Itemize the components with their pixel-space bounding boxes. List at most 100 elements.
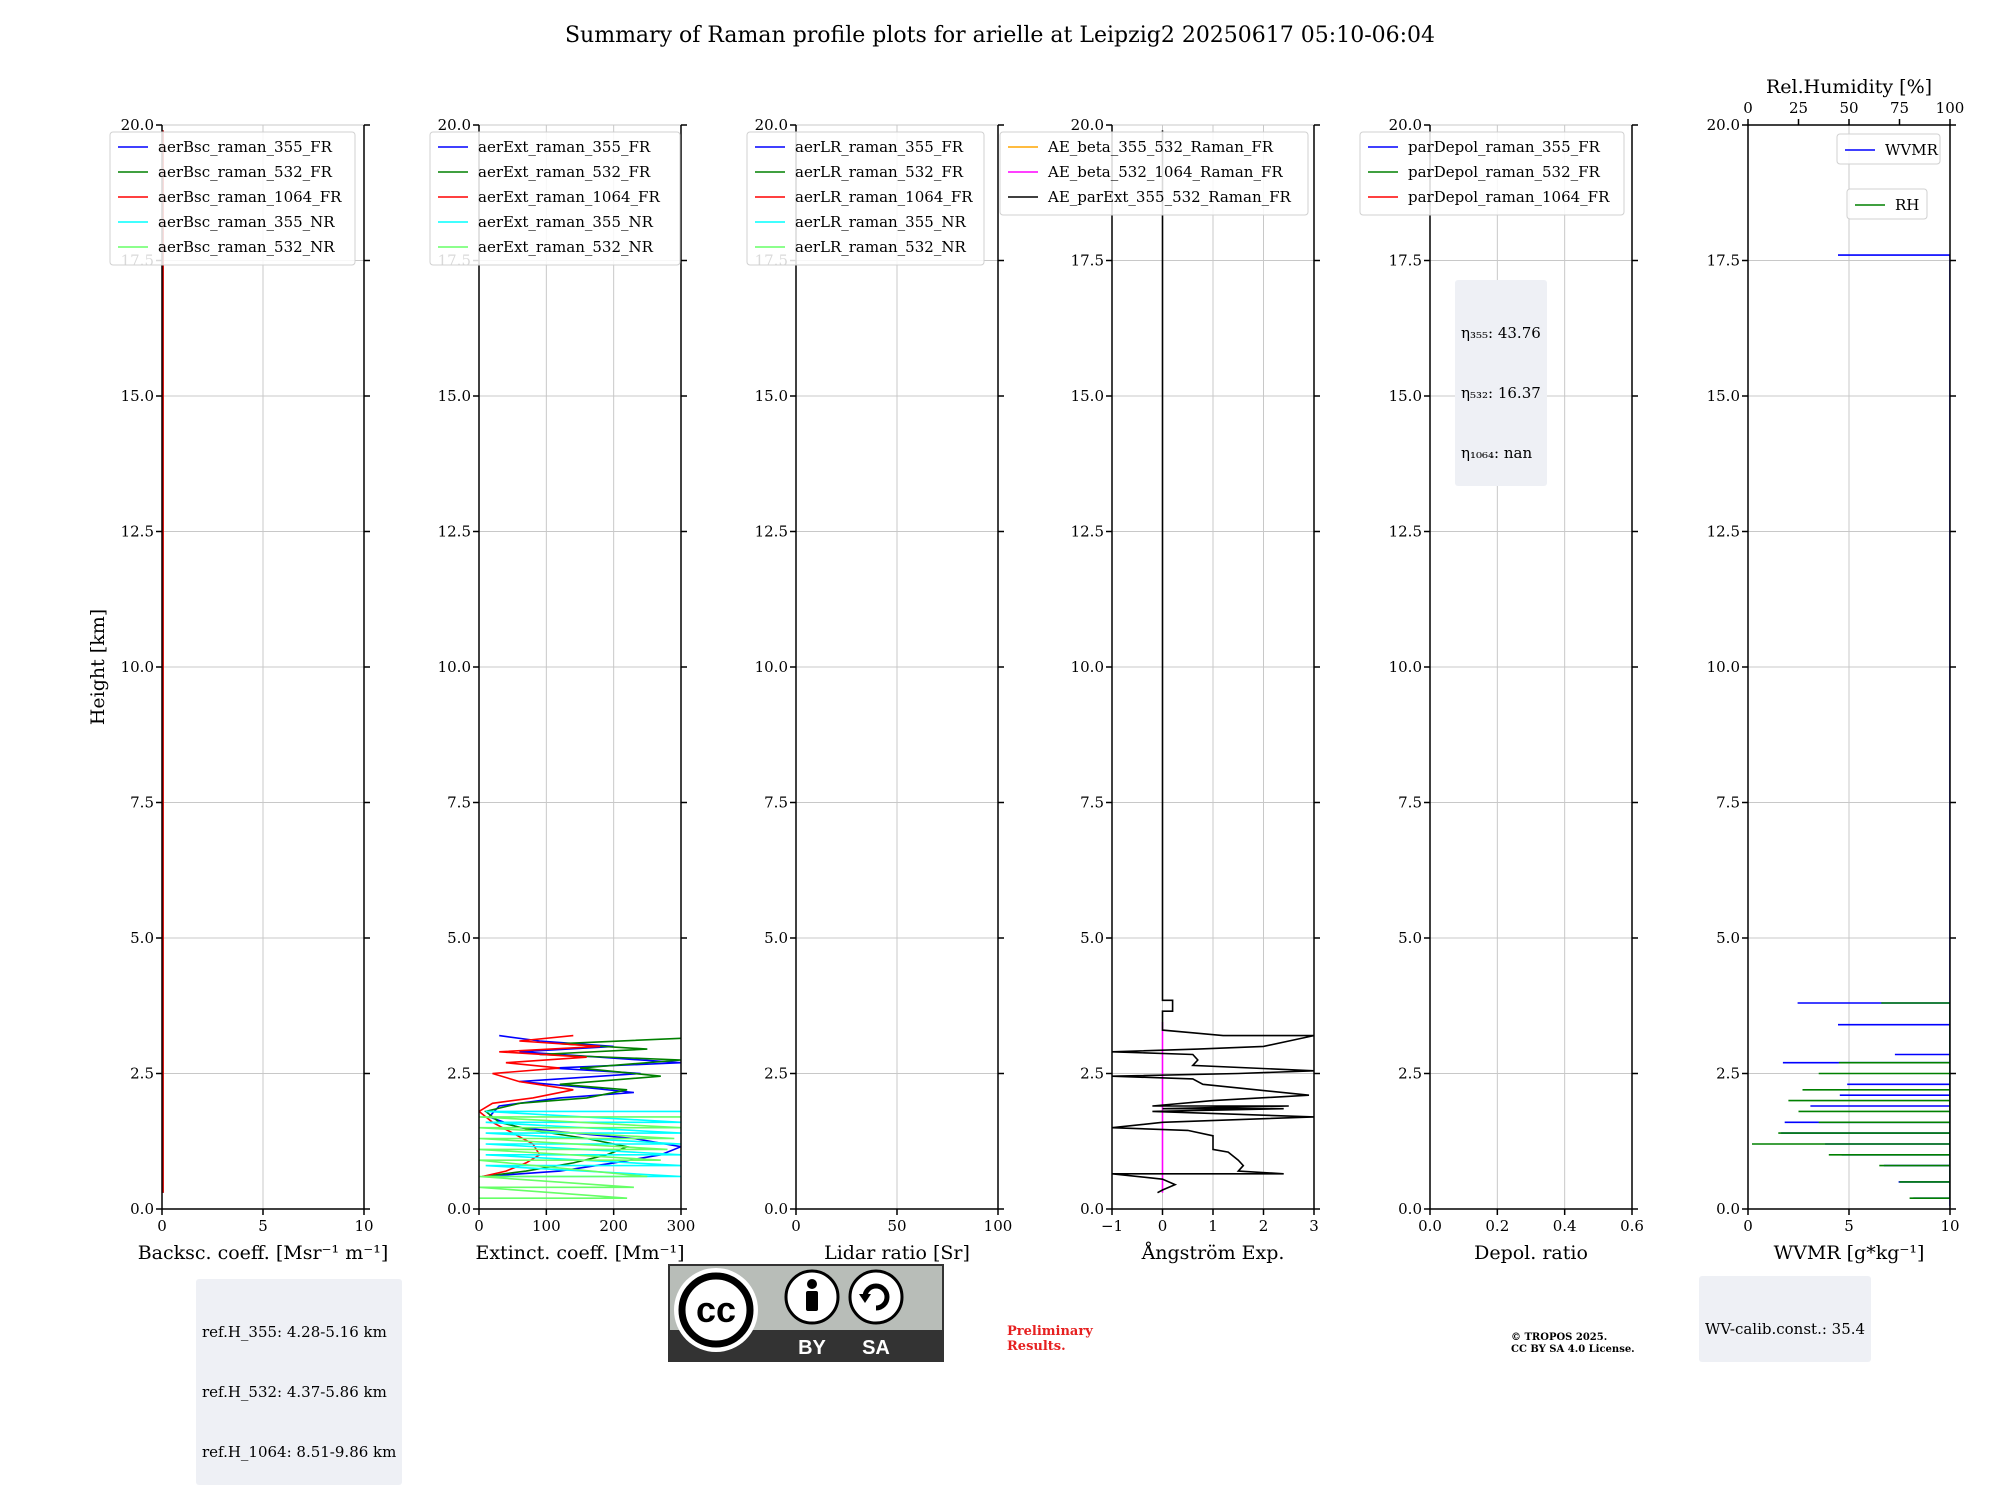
y-tick-label: 17.5 (1389, 252, 1422, 270)
x-axis-label: Extinct. coeff. [Mm⁻¹] (475, 1242, 684, 1264)
x-axis-label: Ångström Exp. (1141, 1242, 1285, 1264)
legend-label: aerLR_raman_532_NR (795, 238, 966, 256)
y-tick-label: 2.5 (764, 1065, 788, 1083)
figure-title: Summary of Raman profile plots for ariel… (565, 23, 1435, 48)
chart-panel-5: 0.0 0.2 0.4 0.6 0.0 2.5 5.0 7.5 10.0 12.5 15.0 17.5… (1359, 116, 1644, 1264)
y-tick-label: 5.0 (130, 929, 154, 947)
legend-label: parDepol_raman_355_FR (1408, 138, 1601, 156)
y-tick-label: 15.0 (438, 387, 471, 405)
legend-label: parDepol_raman_532_FR (1408, 163, 1601, 181)
x-tick-label: 1 (1208, 1217, 1218, 1235)
x-tick-label: 5 (258, 1217, 268, 1235)
series-line-RH (1752, 1002, 1950, 1199)
y-tick-label: 2.5 (447, 1065, 471, 1083)
legend-label: AE_beta_532_1064_Raman_FR (1047, 163, 1283, 181)
x-tick-label: 0 (474, 1217, 484, 1235)
x-tick-label: 100 (532, 1217, 561, 1235)
top-x-tick-label: 75 (1890, 99, 1909, 117)
y-tick-label: 7.5 (764, 794, 788, 812)
top-x-tick-label: 100 (1936, 99, 1965, 117)
chart-panel-4: −1 0 1 2 3 0.0 2.5 5.0 7.5 10.0 12.5 15.0 17.5 20.0 Ån… (999, 116, 1320, 1264)
y-tick-label: 0.0 (1398, 1200, 1422, 1218)
x-axis-label: Backsc. coeff. [Msr⁻¹ m⁻¹] (138, 1242, 389, 1264)
y-tick-label: 7.5 (1080, 794, 1104, 812)
x-tick-label: 0.4 (1553, 1217, 1577, 1235)
legend: WVMR RH (1836, 133, 1941, 220)
legend-box (1359, 131, 1625, 216)
y-tick-label: 5.0 (1080, 929, 1104, 947)
y-tick-label: 10.0 (1071, 658, 1104, 676)
y-tick-label: 0.0 (1716, 1200, 1740, 1218)
cc-ring (678, 1272, 754, 1348)
refh-532-text: ref.H_532: 4.37-5.86 km (202, 1383, 387, 1401)
copyright-note: © TROPOS 2025. CC BY SA 4.0 License. (1511, 1332, 1635, 1356)
y-tick-label: 0.0 (764, 1200, 788, 1218)
y-tick-label: 5.0 (1716, 929, 1740, 947)
y-tick-label: 15.0 (1707, 387, 1740, 405)
top-x-axis-label: Rel.Humidity [%] (1766, 76, 1932, 98)
x-tick-label: 2 (1259, 1217, 1269, 1235)
by-text: BY (798, 1337, 826, 1359)
y-tick-label: 12.5 (1389, 523, 1422, 541)
x-tick-label: 10 (354, 1217, 373, 1235)
eta-annotation-box: η₃₅₅: 43.76 η₅₃₂: 16.37 η₁₀₆₄: nan (1455, 280, 1547, 486)
x-tick-label: 300 (667, 1217, 696, 1235)
y-tick-label: 12.5 (438, 523, 471, 541)
x-tick-label: 200 (599, 1217, 628, 1235)
legend-box (999, 131, 1309, 216)
reference-height-box: ref.H_355: 4.28-5.16 km ref.H_532: 4.37-… (196, 1279, 403, 1485)
y-tick-label: 10.0 (121, 658, 154, 676)
y-tick-label: 15.0 (121, 387, 154, 405)
y-tick-label: 15.0 (1071, 387, 1104, 405)
x-tick-label: 0.6 (1620, 1217, 1644, 1235)
y-tick-label: 20.0 (1389, 116, 1422, 134)
y-tick-label: 12.5 (1071, 523, 1104, 541)
legend: aerLR_raman_355_FR aerLR_raman_532_FR aerL… (746, 131, 985, 266)
legend-label: aerLR_raman_355_FR (795, 138, 964, 156)
x-tick-label: 0 (1743, 1217, 1753, 1235)
legend-label: aerExt_raman_355_NR (478, 213, 654, 231)
legend-label: AE_parExt_355_532_Raman_FR (1047, 188, 1292, 206)
legend: parDepol_raman_355_FR parDepol_raman_532_… (1359, 131, 1625, 216)
legend-label: RH (1895, 196, 1919, 214)
legend-box (1846, 188, 1928, 220)
wv-calib-box: WV-calib.const.: 35.4 (1699, 1276, 1872, 1362)
legend-label: AE_beta_355_532_Raman_FR (1047, 138, 1274, 156)
top-x-tick-label: 50 (1839, 99, 1858, 117)
y-tick-label: 2.5 (1398, 1065, 1422, 1083)
cc-circle (674, 1268, 758, 1352)
y-tick-label: 7.5 (1398, 794, 1422, 812)
y-tick-label: 20.0 (438, 116, 471, 134)
legend-label: aerLR_raman_532_FR (795, 163, 964, 181)
y-tick-label: 0.0 (130, 1200, 154, 1218)
refh-1064-text: ref.H_1064: 8.51-9.86 km (202, 1443, 397, 1461)
x-tick-label: −1 (1101, 1217, 1123, 1235)
legend-label: aerBsc_raman_355_FR (158, 138, 333, 156)
y-axis-label: Height [km] (87, 609, 109, 725)
y-tick-label: 12.5 (755, 523, 788, 541)
y-tick-label: 7.5 (1716, 794, 1740, 812)
copyright-line-2: CC BY SA 4.0 License. (1511, 1344, 1635, 1355)
x-tick-label: 5 (1844, 1217, 1854, 1235)
chart-panel-3: 0501000.02.55.07.510.012.515.017.520.0Li… (746, 116, 1013, 1264)
x-tick-label: 0.0 (1418, 1217, 1442, 1235)
legend-label: aerLR_raman_355_NR (795, 213, 966, 231)
chart-panel-2: 01002003000.02.55.07.510.012.515.017.520… (429, 116, 696, 1264)
legend-label: WVMR (1885, 141, 1939, 159)
legend: aerExt_raman_355_FR aerExt_raman_532_FRae… (429, 131, 681, 266)
cc-by-sa-badge: cc BY SA (668, 1264, 944, 1362)
x-tick-label: 50 (887, 1217, 906, 1235)
preliminary-note: Preliminary Results. (1007, 1324, 1093, 1354)
legend-box (1836, 133, 1941, 165)
y-tick-label: 7.5 (447, 794, 471, 812)
legend-box (429, 131, 681, 266)
y-tick-label: 5.0 (1398, 929, 1422, 947)
top-x-tick-label: 25 (1789, 99, 1808, 117)
legend-label: aerExt_raman_532_FR (478, 163, 651, 181)
preliminary-line-2: Results. (1007, 1339, 1066, 1354)
legend-label: aerLR_raman_1064_FR (795, 188, 973, 206)
series-line-WVMR (1781, 254, 1950, 1207)
x-tick-label: 100 (984, 1217, 1013, 1235)
legend-box (109, 131, 356, 266)
chart-panel-6: 0 5 100.02.55.07.510.012.515.017.520.00 25 5… (1707, 76, 1965, 1264)
